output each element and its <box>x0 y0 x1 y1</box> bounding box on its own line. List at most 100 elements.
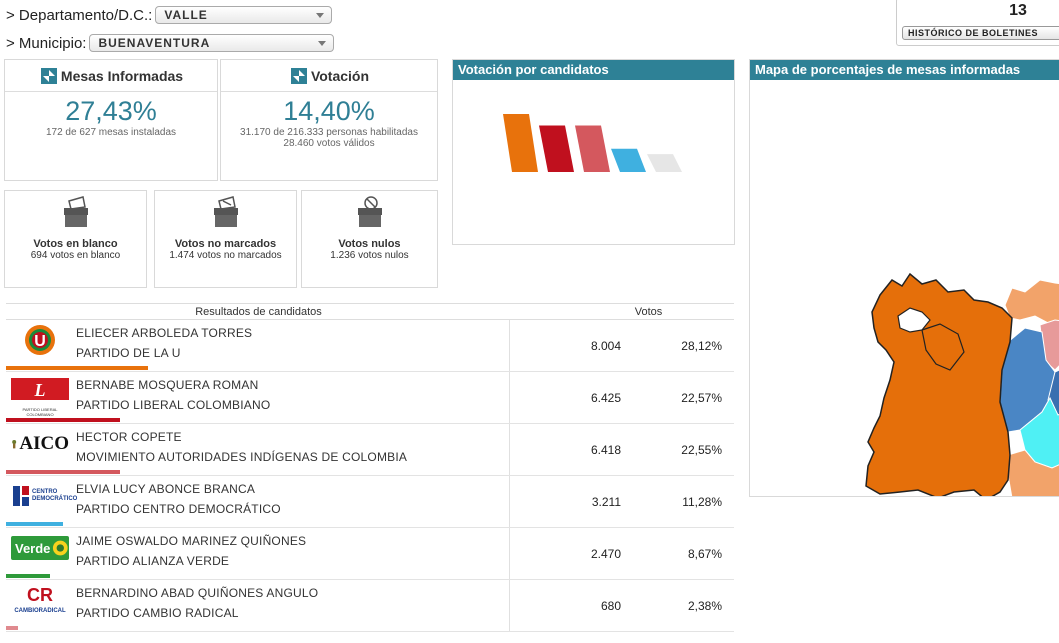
votos-nulos-detail: 1.236 votos nulos <box>330 250 409 261</box>
table-row[interactable]: U ELIECER ARBOLEDA TORRES PARTIDO DE LA … <box>6 320 734 372</box>
votacion-percent: 14,40% <box>283 96 375 126</box>
column-divider <box>509 424 510 475</box>
share-bar <box>6 418 120 422</box>
departamento-label: > Departamento/D.C.: <box>6 6 153 24</box>
results-header: Resultados de candidatos Votos <box>6 303 734 320</box>
partido-liberal-logo: L PARTIDO LIBERAL COLOMBIANO <box>11 376 69 417</box>
candidate-votes: 680 <box>600 599 621 613</box>
alianza-verde-logo: Verde <box>11 532 69 564</box>
candidate-name: BERNABE MOSQUERA ROMAN <box>76 378 259 392</box>
votos-no-marcados-title: Votos no marcados <box>174 238 277 250</box>
party-name: PARTIDO CAMBIO RADICAL <box>76 606 239 620</box>
centro-democratico-logo-text: CENTRO DEMOCRÁTICO <box>32 489 78 502</box>
votos-no-marcados-card: Votos no marcados 1.474 votos no marcado… <box>154 190 297 288</box>
column-divider <box>509 476 510 527</box>
cambio-radical-logo-text: CAMBIORADICAL <box>14 608 66 614</box>
map-region[interactable] <box>1007 449 1059 497</box>
candidate-percent: 11,28% <box>682 495 722 509</box>
chart-bar-3[interactable] <box>575 125 610 172</box>
ballot-box-icon <box>290 67 307 84</box>
candidate-percent: 28,12% <box>681 339 722 353</box>
column-divider <box>509 528 510 579</box>
centro-democratico-logo: CENTRO DEMOCRÁTICO <box>11 480 78 512</box>
svg-text:CR: CR <box>27 585 53 604</box>
votacion-candidatos-panel: Votación por candidatos <box>452 59 735 245</box>
liberal-logo-text: PARTIDO LIBERAL COLOMBIANO <box>22 407 58 417</box>
votacion-header: Votación <box>221 60 437 92</box>
share-bar <box>6 626 18 630</box>
party-name: PARTIDO DE LA U <box>76 346 181 360</box>
ballot-box-icon <box>357 196 382 227</box>
svg-text:L: L <box>34 380 46 400</box>
share-bar <box>6 366 148 370</box>
municipio-filter: > Municipio: BUENAVENTURA <box>6 34 335 52</box>
map-region[interactable] <box>1004 279 1059 325</box>
candidate-name: BERNARDINO ABAD QUIÑONES ANGULO <box>76 586 319 600</box>
ballot-box-icon <box>213 196 238 227</box>
municipio-select[interactable]: BUENAVENTURA <box>89 34 335 52</box>
partido-de-la-u-logo: U <box>11 324 69 356</box>
column-divider <box>509 580 510 631</box>
candidate-votes: 8.004 <box>590 339 621 353</box>
votos-nulos-title: Votos nulos <box>338 238 401 250</box>
candidate-name: ELIECER ARBOLEDA TORRES <box>76 326 253 340</box>
mesas-informadas-detail: 172 de 627 mesas instaladas <box>45 127 177 138</box>
cambio-radical-logo: CR CAMBIORADICAL <box>11 584 69 616</box>
candidate-votes: 2.470 <box>590 547 621 561</box>
historico-boletines-button[interactable]: HISTÓRICO DE BOLETINES <box>902 26 1059 40</box>
mesas-informadas-title: Mesas Informadas <box>60 67 184 84</box>
map-region[interactable] <box>865 272 1013 497</box>
chart-bar-1[interactable] <box>503 114 538 172</box>
chevron-down-icon <box>318 41 327 46</box>
candidate-name: ELVIA LUCY ABONCE BRANCA <box>76 482 256 496</box>
votos-no-marcados-detail: 1.474 votos no marcados <box>169 250 282 261</box>
mesas-informadas-card: Mesas Informadas 27,43% 172 de 627 mesas… <box>4 59 218 181</box>
column-divider <box>509 372 510 423</box>
votacion-detail-habilitadas: 31.170 de 216.333 personas habilitadas <box>240 127 418 138</box>
resultados-candidatos-table: Resultados de candidatos Votos U ELIECER… <box>6 303 734 643</box>
candidate-votes: 6.418 <box>590 443 621 457</box>
candidate-percent: 2,38% <box>687 599 722 613</box>
boletin-number: 13 <box>1009 2 1027 19</box>
chevron-down-icon <box>316 13 325 18</box>
departamento-select[interactable]: VALLE <box>155 6 333 24</box>
candidates-bar-chart <box>503 114 682 172</box>
share-bar <box>6 522 63 526</box>
party-name: PARTIDO ALIANZA VERDE <box>76 554 230 568</box>
chart-bar-5[interactable] <box>647 154 682 172</box>
votacion-title: Votación <box>310 67 370 84</box>
candidate-percent: 8,67% <box>687 547 722 561</box>
candidate-name: JAIME OSWALDO MARINEZ QUIÑONES <box>76 534 307 548</box>
table-row[interactable]: Verde JAIME OSWALDO MARINEZ QUIÑONES PAR… <box>6 528 734 580</box>
candidate-votes: 6.425 <box>590 391 621 405</box>
table-row[interactable]: AICO HECTOR COPETE MOVIMIENTO AUTORIDADE… <box>6 424 734 476</box>
candidate-percent: 22,55% <box>681 443 722 457</box>
votacion-card: Votación 14,40% 31.170 de 216.333 person… <box>220 59 438 181</box>
departamento-filter: > Departamento/D.C.: VALLE <box>6 6 333 24</box>
column-divider <box>509 320 510 371</box>
party-name: MOVIMIENTO AUTORIDADES INDÍGENAS DE COLO… <box>76 450 408 464</box>
results-header-candidates: Resultados de candidatos <box>195 306 322 318</box>
chart-bar-4[interactable] <box>611 148 646 172</box>
map-region[interactable] <box>897 307 931 333</box>
candidate-votes: 3.211 <box>591 495 621 509</box>
ballot-box-icon <box>40 67 57 84</box>
share-bar <box>6 470 120 474</box>
svg-text:U: U <box>34 333 46 350</box>
votos-blanco-title: Votos en blanco <box>33 238 118 250</box>
results-header-votes: Votos <box>634 306 663 318</box>
table-row[interactable]: CENTRO DEMOCRÁTICO ELVIA LUCY ABONCE BRA… <box>6 476 734 528</box>
aico-logo-text: AICO <box>19 433 69 454</box>
historico-box: 13 HISTÓRICO DE BOLETINES <box>896 0 1059 46</box>
map-region[interactable] <box>921 323 965 371</box>
alianza-verde-logo-text: Verde <box>15 540 51 556</box>
table-row[interactable]: L PARTIDO LIBERAL COLOMBIANO BERNABE MOS… <box>6 372 734 424</box>
chart-bar-2[interactable] <box>539 125 574 172</box>
mapa-title: Mapa de porcentajes de mesas informadas <box>750 60 1059 80</box>
votos-nulos-card: Votos nulos 1.236 votos nulos <box>301 190 438 288</box>
municipio-label: > Municipio: <box>6 34 87 52</box>
votos-blanco-detail: 694 votos en blanco <box>30 250 121 261</box>
mapa-panel: Mapa de porcentajes de mesas informadas <box>749 59 1059 497</box>
table-row[interactable]: CR CAMBIORADICAL BERNARDINO ABAD QUIÑONE… <box>6 580 734 632</box>
share-bar <box>6 574 50 578</box>
